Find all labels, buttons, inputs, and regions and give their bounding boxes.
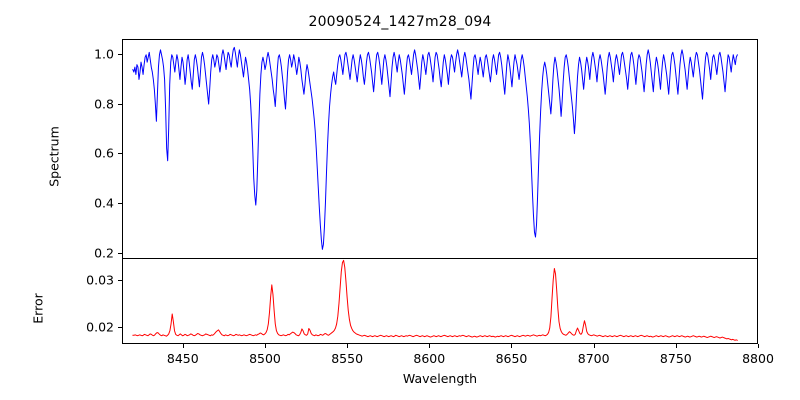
ytick-label-spectrum-4: 1.0 [94, 46, 114, 62]
y-axis-label-spectrum: Spectrum [46, 126, 62, 187]
ytick-label-error-1: 0.03 [86, 272, 114, 288]
ytick-mark-spectrum-0 [118, 253, 122, 254]
ytick-label-spectrum-2: 0.6 [94, 145, 114, 161]
xtick-label-2: 8550 [331, 351, 364, 366]
error-line-plot [132, 259, 738, 341]
ytick-label-spectrum-1: 0.4 [94, 195, 114, 211]
xtick-label-6: 8750 [659, 351, 692, 366]
ytick-label-spectrum-3: 0.8 [94, 96, 114, 112]
xtick-mark-2 [347, 344, 348, 348]
xtick-mark-7 [758, 344, 759, 348]
ytick-label-spectrum-0: 0.2 [94, 245, 114, 261]
xtick-label-4: 8650 [495, 351, 528, 366]
xtick-mark-3 [429, 344, 430, 348]
xtick-mark-4 [511, 344, 512, 348]
xtick-label-7: 8800 [742, 351, 774, 366]
y-axis-label-error: Error [30, 293, 46, 324]
spectrum-panel [122, 39, 758, 259]
ytick-mark-spectrum-1 [118, 203, 122, 204]
x-axis-label: Wavelength [402, 371, 478, 386]
ytick-mark-error-0 [118, 327, 122, 328]
xtick-label-1: 8500 [249, 351, 281, 366]
ytick-mark-error-1 [118, 280, 122, 281]
xtick-mark-1 [265, 344, 266, 348]
ytick-mark-spectrum-4 [118, 54, 122, 55]
xtick-label-5: 8700 [577, 351, 610, 366]
xtick-label-0: 8450 [166, 351, 199, 366]
xtick-mark-6 [676, 344, 677, 348]
spectrum-data-line [132, 46, 738, 250]
error-data-line [132, 259, 738, 341]
error-panel [122, 258, 758, 344]
xtick-label-3: 8600 [413, 351, 446, 366]
ytick-mark-spectrum-2 [118, 153, 122, 154]
page-title: 20090524_1427m28_094 [308, 14, 492, 30]
xtick-mark-0 [183, 344, 184, 348]
ytick-mark-spectrum-3 [118, 104, 122, 105]
ytick-label-error-0: 0.02 [86, 319, 114, 335]
xtick-mark-5 [594, 344, 595, 348]
spectrum-line-plot [132, 46, 738, 250]
